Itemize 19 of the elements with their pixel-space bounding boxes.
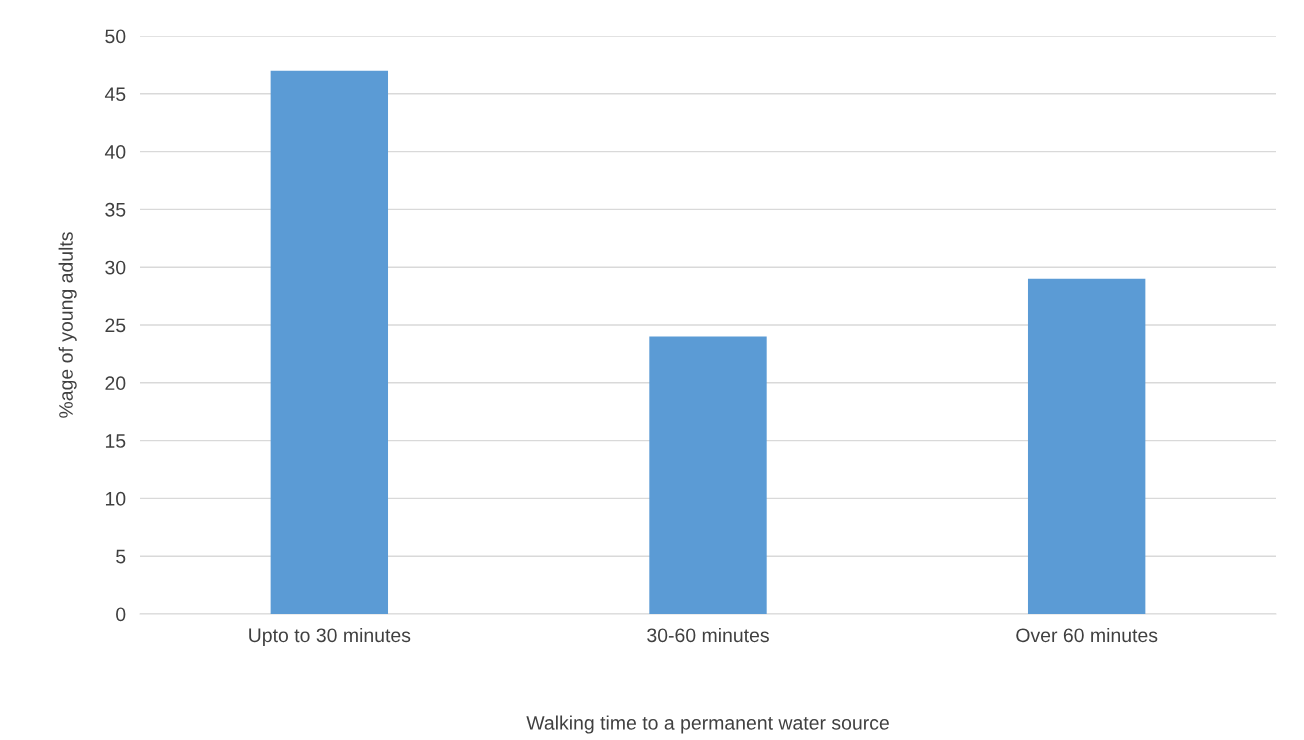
y-tick-label: 30 <box>105 260 126 275</box>
x-axis-title: Walking time to a permanent water source <box>526 715 889 734</box>
y-tick-label: 50 <box>105 29 126 44</box>
x-tick-label: 30-60 minutes <box>647 627 769 643</box>
y-tick-label: 20 <box>105 376 126 391</box>
y-tick-label: 15 <box>105 434 126 448</box>
y-tick-label: 35 <box>105 202 126 217</box>
y-tick-label: 25 <box>105 318 126 333</box>
x-tick-label: Over 60 minutes <box>1016 627 1158 643</box>
bar <box>649 336 767 614</box>
bar <box>1027 278 1146 614</box>
y-tick-label: 5 <box>116 549 126 564</box>
x-tick-label: Upto to 30 minutes <box>249 627 411 647</box>
y-tick-label: 40 <box>104 145 126 159</box>
y-tick-label: 0 <box>116 607 126 622</box>
y-axis-title: %age of young adults <box>58 232 77 418</box>
y-tick-label: 45 <box>104 87 126 102</box>
bar <box>270 70 389 614</box>
y-tick-label: 10 <box>105 491 126 506</box>
